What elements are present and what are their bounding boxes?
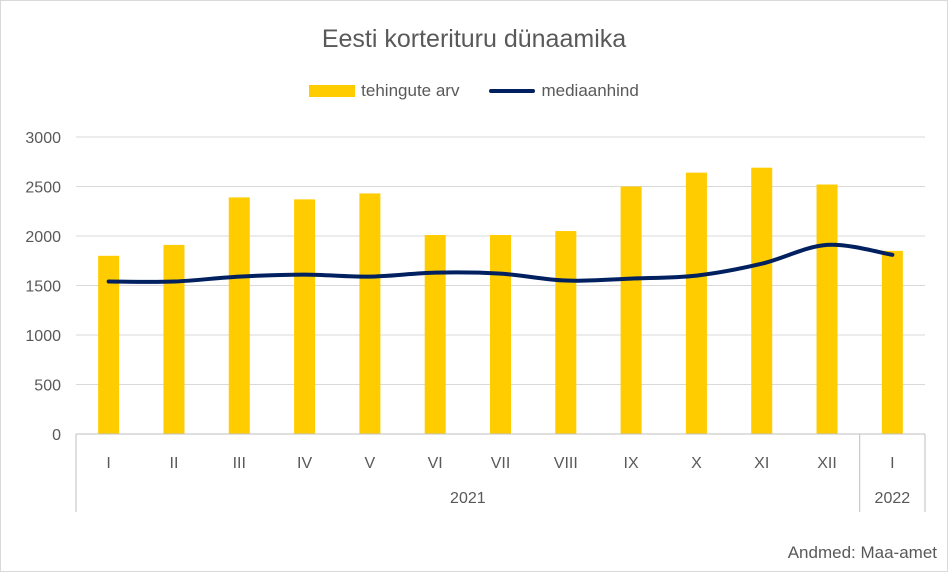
legend-swatch-line [489, 89, 536, 93]
x-tick-label: I [106, 455, 110, 472]
chart-title: Eesti korterituru dünaamika [321, 25, 627, 53]
median-price-line [106, 242, 895, 284]
group-label: 2021 [450, 490, 486, 507]
legend-item-bars: tehingute arv [309, 81, 459, 101]
bar [98, 255, 120, 434]
x-tick-label: X [691, 455, 702, 472]
legend-label-bars: tehingute arv [361, 81, 460, 100]
y-tick-label: 2000 [25, 229, 61, 246]
x-tick-label: I [890, 455, 894, 472]
source-note: Andmed: Maa-amet [787, 543, 937, 562]
y-tick-label: 2500 [25, 180, 61, 197]
bar [620, 186, 642, 434]
y-tick-label: 0 [52, 427, 61, 444]
chart-legend: tehingute arv mediaanhind [1, 81, 947, 101]
x-tick-label: IV [297, 455, 312, 472]
bar [816, 184, 838, 434]
x-tick-label: III [233, 455, 246, 472]
x-tick-label: VIII [554, 455, 578, 472]
bar [751, 167, 773, 434]
y-tick-label: 1500 [25, 279, 61, 296]
x-tick-label: XI [754, 455, 769, 472]
bar [163, 244, 185, 434]
x-tick-label: II [170, 455, 179, 472]
x-tick-label: IX [624, 455, 639, 472]
bar [490, 235, 511, 434]
y-tick-label: 500 [34, 378, 61, 395]
x-tick-label: VII [491, 455, 511, 472]
bar [228, 197, 250, 434]
x-tick-label: XII [817, 455, 837, 472]
x-tick-label: VI [428, 455, 443, 472]
legend-swatch-bars [309, 85, 356, 97]
bar [555, 231, 577, 434]
bar [881, 250, 903, 434]
bar [685, 172, 707, 434]
bar [294, 199, 316, 434]
y-tick-label: 1000 [25, 328, 61, 345]
y-tick-label: 3000 [25, 130, 61, 147]
x-tick-label: V [365, 455, 376, 472]
legend-item-line: mediaanhind [489, 81, 639, 101]
bar [359, 193, 381, 434]
bar [424, 235, 446, 434]
group-label: 2022 [875, 490, 911, 507]
legend-label-line: mediaanhind [541, 81, 639, 100]
